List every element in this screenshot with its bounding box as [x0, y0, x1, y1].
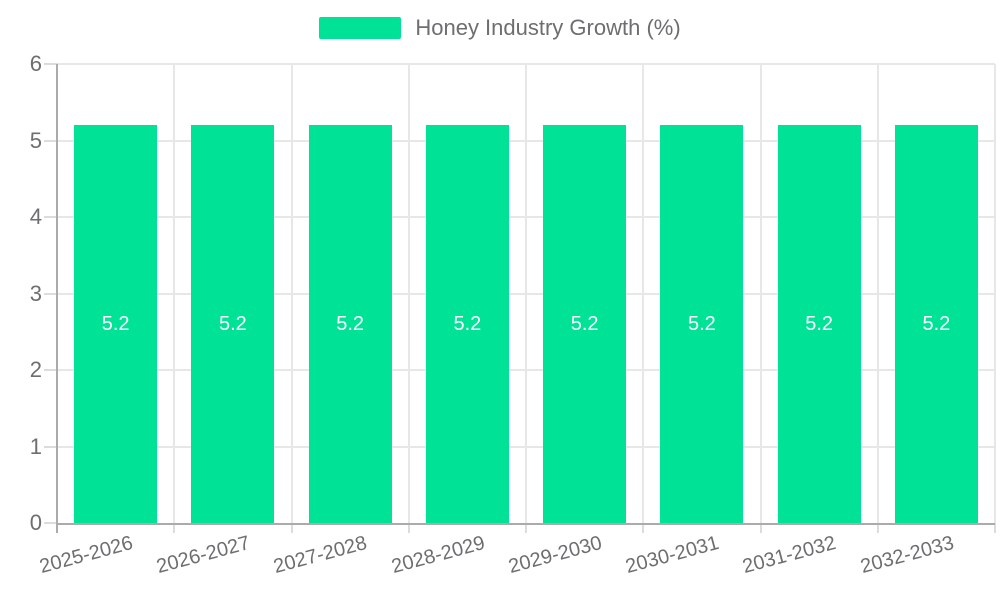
x-tick	[407, 523, 410, 533]
bar[interactable]: 5.2	[777, 125, 861, 523]
bar[interactable]: 5.2	[660, 125, 744, 523]
x-tick	[290, 523, 293, 533]
x-tick	[642, 523, 645, 533]
y-tick	[44, 522, 57, 524]
bar-value-label: 5.2	[101, 312, 130, 335]
bar-value-label: 5.2	[218, 312, 247, 335]
gridline-vertical	[290, 64, 293, 523]
y-axis-label: 3	[29, 280, 42, 306]
bar-value-label: 5.2	[453, 312, 482, 335]
bar[interactable]: 5.2	[74, 125, 158, 523]
x-axis-label: 2026-2027	[154, 532, 253, 579]
bar[interactable]: 5.2	[894, 125, 978, 523]
bar-value-label: 5.2	[922, 312, 951, 335]
gridline-vertical	[994, 64, 996, 523]
gridline-vertical	[642, 64, 645, 523]
bar[interactable]: 5.2	[425, 125, 509, 523]
y-axis-label: 2	[29, 357, 42, 382]
x-axis-label: 2027-2028	[271, 532, 370, 579]
bar[interactable]: 5.2	[543, 125, 627, 523]
y-tick	[44, 139, 57, 142]
bar-value-label: 5.2	[687, 312, 716, 335]
x-tick	[525, 523, 527, 533]
x-tick	[994, 523, 996, 533]
y-axis-label: 6	[29, 51, 42, 76]
y-axis-label: 0	[29, 510, 42, 535]
x-axis-label: 2030-2031	[623, 532, 722, 579]
x-axis-label: 2025-2026	[37, 532, 136, 579]
legend-label: Honey Industry Growth (%)	[415, 15, 681, 40]
y-axis-line	[56, 64, 58, 533]
x-axis-line	[56, 523, 995, 525]
y-tick	[44, 292, 57, 295]
y-tick	[44, 445, 57, 448]
x-tick	[759, 523, 762, 533]
legend[interactable]: Honey Industry Growth (%)	[0, 15, 1000, 41]
gridline-vertical	[876, 64, 879, 523]
y-tick	[44, 63, 57, 65]
x-axis-label: 2028-2029	[388, 532, 488, 579]
bar-value-label: 5.2	[336, 312, 365, 335]
y-tick	[44, 216, 57, 218]
y-axis-label: 4	[29, 204, 42, 229]
bar[interactable]: 5.2	[308, 125, 392, 523]
bar-value-label: 5.2	[805, 312, 834, 335]
y-tick	[44, 369, 57, 371]
x-axis-label: 2032-2033	[857, 532, 957, 579]
y-axis-label: 1	[29, 433, 42, 459]
legend-swatch-icon	[319, 17, 402, 39]
bar[interactable]: 5.2	[191, 125, 275, 523]
gridline-vertical	[759, 64, 762, 523]
gridline-vertical	[173, 64, 176, 523]
y-axis-label: 5	[29, 127, 42, 153]
bar-value-label: 5.2	[570, 312, 599, 335]
x-tick	[876, 523, 879, 533]
gridline-vertical	[525, 64, 527, 523]
gridline-vertical	[407, 64, 410, 523]
x-axis-label: 2029-2030	[506, 532, 605, 579]
x-tick	[173, 523, 176, 533]
x-axis-label: 2031-2032	[740, 532, 839, 579]
